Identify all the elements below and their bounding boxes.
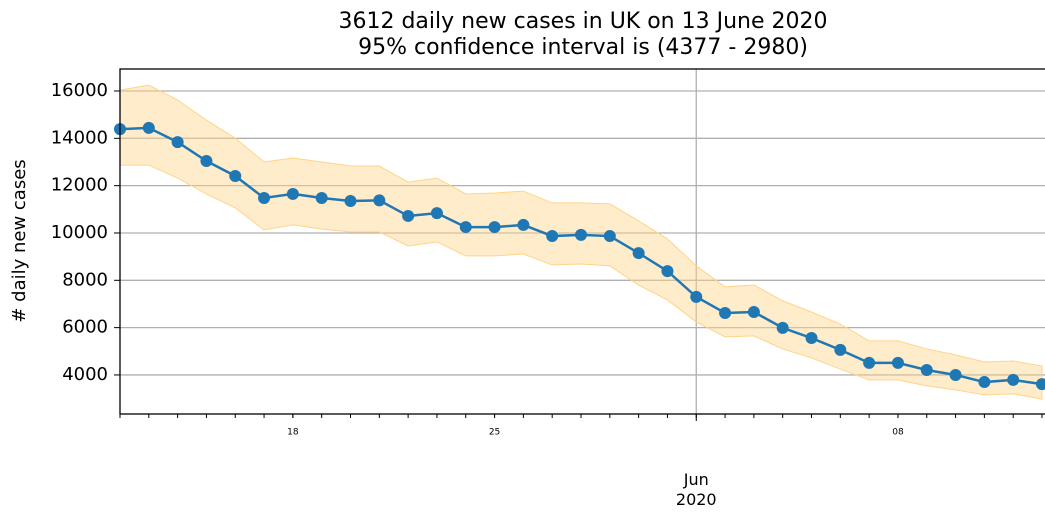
- y-tick-label: 16000: [51, 80, 108, 101]
- chart-subtitle: 95% confidence interval is (4377 - 2980): [358, 35, 808, 60]
- point: [286, 187, 299, 200]
- point: [1007, 373, 1020, 386]
- point: [488, 221, 501, 234]
- point: [546, 230, 559, 243]
- x-tick-label: 18: [287, 428, 299, 438]
- chart-title: 3612 daily new cases in UK on 13 June 20…: [338, 9, 827, 34]
- point: [891, 356, 904, 369]
- point: [776, 321, 789, 334]
- point: [603, 230, 616, 243]
- plot-frame: [119, 68, 1045, 415]
- point: [258, 191, 271, 204]
- x-tick-label: 08: [892, 428, 904, 438]
- point: [430, 207, 443, 220]
- x-major-tick-label: Jun 2020: [675, 470, 717, 509]
- point: [575, 228, 588, 241]
- point: [142, 121, 155, 134]
- y-tick-label: 12000: [51, 175, 108, 196]
- point: [517, 218, 530, 231]
- point: [459, 221, 472, 234]
- point: [1036, 378, 1045, 391]
- point: [978, 376, 991, 389]
- point: [632, 247, 645, 260]
- y-tick-label: 8000: [62, 269, 108, 290]
- y-axis-label: # daily new cases: [9, 159, 30, 322]
- point: [719, 306, 732, 319]
- point: [863, 356, 876, 369]
- y-tick-label: 14000: [51, 127, 108, 148]
- point: [200, 155, 213, 168]
- point: [834, 343, 847, 356]
- point: [373, 194, 386, 207]
- y-tick-label: 4000: [62, 364, 108, 385]
- point: [315, 191, 328, 204]
- point: [171, 136, 184, 149]
- point: [690, 290, 703, 303]
- point: [949, 368, 962, 381]
- point: [805, 332, 818, 345]
- point: [344, 195, 357, 208]
- point: [661, 265, 674, 278]
- point: [920, 363, 933, 376]
- point: [229, 169, 242, 182]
- y-tick-label: 6000: [62, 317, 108, 338]
- point: [402, 209, 415, 222]
- confidence-band: [119, 84, 1043, 400]
- point: [747, 306, 760, 319]
- y-tick-label: 10000: [51, 222, 108, 243]
- x-tick-label: 25: [489, 428, 500, 438]
